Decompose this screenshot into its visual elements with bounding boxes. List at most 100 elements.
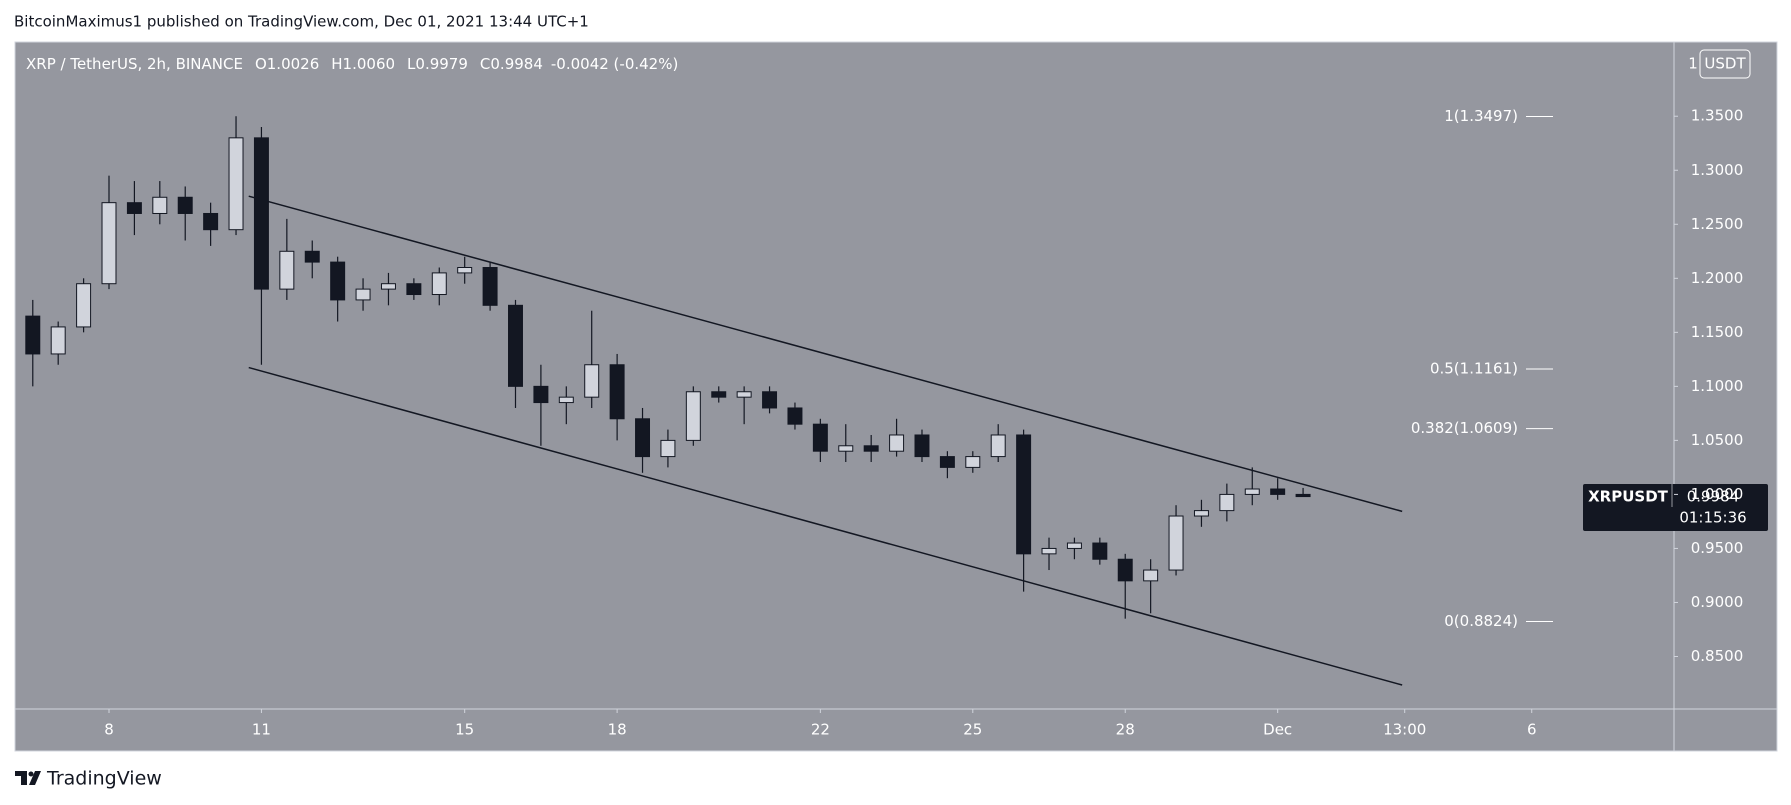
x-tick-label: 28 — [1116, 721, 1135, 739]
candle-body — [914, 434, 930, 458]
price-tag-price: 0.9984 — [1687, 488, 1740, 506]
brand-icon[interactable] — [15, 771, 41, 785]
fib-label: 1(1.3497) — [1444, 107, 1518, 125]
price-tag-box — [1583, 484, 1768, 531]
scale-mode[interactable]: 1 — [1688, 55, 1698, 73]
x-tick-label: 6 — [1527, 721, 1537, 739]
ohlc-value: 0.9984 — [490, 55, 543, 73]
y-tick-label: 0.9000 — [1691, 593, 1744, 611]
ohlc-label: C — [480, 55, 490, 73]
ohlc-label: H — [331, 55, 342, 73]
channel-line — [248, 366, 1403, 686]
chart-frame — [14, 41, 1778, 752]
candle-body — [355, 288, 371, 301]
x-tick-label: 15 — [455, 721, 474, 739]
candle-body — [1219, 493, 1235, 512]
candle-body — [939, 456, 955, 468]
candle-body — [101, 202, 117, 285]
candle-body — [1117, 558, 1133, 582]
candle-body — [812, 423, 828, 452]
candle-body — [457, 267, 473, 274]
candle-body — [25, 315, 41, 355]
price-tag-symbol: XRPUSDT — [1588, 488, 1669, 506]
symbol-info: XRP / TetherUS, 2h, BINANCE — [26, 55, 243, 73]
y-tick-label: 1.2500 — [1691, 215, 1744, 233]
candle-body — [126, 202, 142, 214]
y-tick-label: 1.0500 — [1691, 431, 1744, 449]
brand-icon-dot[interactable] — [28, 771, 34, 777]
candle-body — [1041, 547, 1057, 555]
candle-body — [990, 434, 1006, 458]
publisher-header: BitcoinMaximus1 published on TradingView… — [14, 13, 589, 31]
x-tick-label: 13:00 — [1383, 721, 1426, 739]
candle-body — [228, 137, 244, 231]
ohlc-value: 0.9979 — [415, 55, 468, 73]
candle-body — [1168, 515, 1184, 571]
ohlc-value: 1.0060 — [343, 55, 396, 73]
y-tick-label: 1.2000 — [1691, 269, 1744, 287]
candle-body — [1244, 488, 1260, 495]
y-tick-label: 1.0000 — [1691, 485, 1744, 503]
candle-body — [635, 418, 651, 458]
x-tick-label: 22 — [811, 721, 830, 739]
candle-body — [762, 391, 778, 409]
currency-box[interactable] — [1699, 49, 1751, 79]
candle-body — [482, 267, 498, 306]
change: -0.0042 (-0.42%) — [551, 55, 678, 73]
candle-body — [584, 364, 600, 398]
chart-background — [15, 42, 1777, 751]
candle-body — [736, 391, 752, 398]
candle-body — [1066, 542, 1082, 549]
candle-body — [1295, 493, 1311, 498]
candle-body — [253, 137, 269, 290]
y-tick-label: 0.9500 — [1691, 539, 1744, 557]
candle-body — [279, 250, 295, 290]
candle-body — [380, 283, 396, 290]
x-tick-label: Dec — [1263, 721, 1292, 739]
candle-body — [863, 445, 879, 452]
candle-body — [1270, 488, 1286, 495]
candle-body — [1016, 434, 1032, 555]
channel-line — [248, 195, 1403, 513]
y-tick-label: 1.3500 — [1691, 107, 1744, 125]
y-tick-label: 1.1500 — [1691, 323, 1744, 341]
brand-logo[interactable] — [15, 771, 41, 785]
candle-body — [1092, 542, 1108, 560]
ohlc-label: L — [407, 55, 416, 73]
x-tick-label: 11 — [252, 721, 271, 739]
fib-label: 0(0.8824) — [1444, 612, 1518, 630]
candle-body — [431, 272, 447, 296]
candle-body — [711, 391, 727, 398]
candle-body — [50, 326, 66, 355]
candle-body — [330, 261, 346, 301]
candle-body — [76, 283, 92, 328]
candle-body — [685, 391, 701, 441]
x-tick-label: 18 — [608, 721, 627, 739]
fib-label: 0.382(1.0609) — [1411, 419, 1518, 437]
currency-label[interactable]: USDT — [1704, 55, 1746, 73]
y-tick-label: 1.1000 — [1691, 377, 1744, 395]
brand-name[interactable]: TradingView — [46, 768, 162, 790]
candle-body — [1143, 569, 1159, 582]
x-tick-label: 25 — [963, 721, 982, 739]
candle-body — [1193, 510, 1209, 517]
candle-body — [965, 456, 981, 468]
candle-body — [558, 396, 574, 404]
candle-body — [508, 304, 523, 387]
fib-label: 0.5(1.1161) — [1430, 359, 1518, 377]
candle-body — [406, 283, 422, 296]
y-tick-label: 1.3000 — [1691, 161, 1744, 179]
candle-body — [152, 196, 168, 214]
candle-body — [177, 196, 193, 214]
candle-body — [203, 212, 219, 231]
x-tick-label: 8 — [104, 721, 114, 739]
price-tag-countdown: 01:15:36 — [1679, 509, 1746, 527]
candle-body — [533, 385, 549, 404]
candle-body — [838, 445, 854, 452]
symbol-legend: XRP / TetherUS, 2h, BINANCE O1.0026 H1.006… — [26, 55, 678, 73]
candle-body — [660, 439, 676, 458]
candle-body — [304, 250, 320, 263]
ohlc-label: O — [255, 55, 267, 73]
